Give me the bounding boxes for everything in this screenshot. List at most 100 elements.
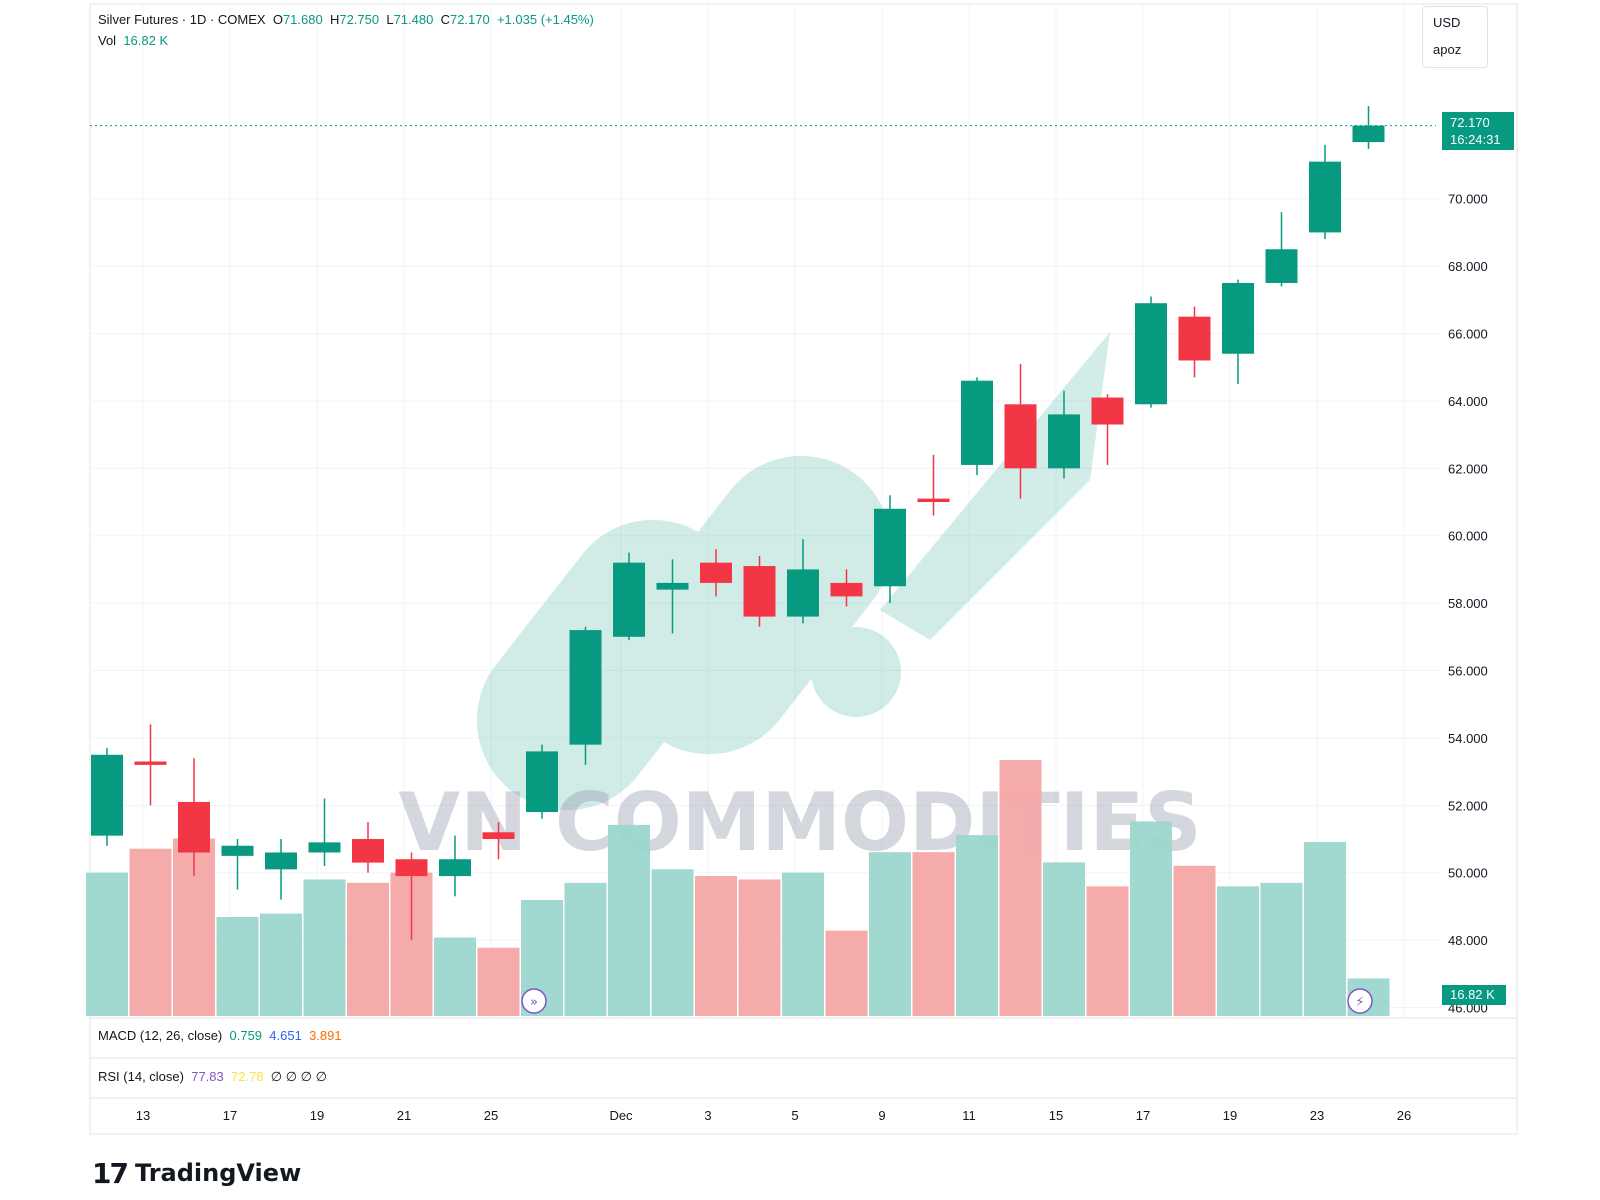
candle-body [1091, 397, 1124, 425]
candle-body [1048, 414, 1080, 469]
symbol-legend: Silver Futures · 1D · COMEX O71.680 H72.… [98, 12, 594, 27]
low-value: 71.480 [393, 12, 434, 27]
icon-glyph: ⚡ [1355, 995, 1364, 1010]
last-price: 72.170 [1450, 115, 1490, 130]
volume-tag: 16.82 K [1442, 985, 1506, 1005]
candle-body [308, 842, 341, 853]
x-axis-tick-label: 9 [878, 1108, 885, 1123]
x-axis-tick-label: 3 [704, 1108, 711, 1123]
scale-mode-label: apoz [1433, 42, 1462, 57]
open-value: 71.680 [282, 12, 323, 27]
rsi-legend[interactable]: RSI (14, close) 77.83 72.78 ∅ ∅ ∅ ∅ [98, 1069, 327, 1085]
x-axis-tick-label: 17 [223, 1108, 237, 1123]
x-axis-tick-label: 21 [397, 1108, 411, 1123]
change-value: +1.035 (+1.45%) [496, 12, 594, 27]
y-axis-tick-label: 70.000 [1448, 192, 1488, 207]
x-axis-tick-label: 19 [310, 1108, 324, 1123]
tradingview-logo[interactable]: 17 TradingView [92, 1156, 301, 1190]
open-label: O [272, 12, 283, 27]
candle-body [700, 562, 732, 583]
candle-body [1004, 404, 1037, 469]
volume-bar [1173, 865, 1216, 1016]
volume-bar [1130, 821, 1172, 1016]
volume-bar [695, 876, 737, 1016]
candle-body [134, 761, 167, 765]
y-axis-tick-label: 48.000 [1448, 933, 1488, 948]
y-axis-tick-label: 56.000 [1448, 664, 1488, 679]
candle-body [91, 754, 123, 836]
icon-glyph: » [530, 995, 538, 1010]
x-axis-tick-label: 5 [791, 1108, 798, 1123]
volume-bar [999, 760, 1042, 1016]
tradingview-wordmark: TradingView [134, 1159, 302, 1187]
candle-body [874, 508, 906, 587]
candle-body [656, 582, 689, 590]
close-label: C [440, 12, 450, 27]
macd-legend[interactable]: MACD (12, 26, close) 0.759 4.651 3.891 [98, 1028, 342, 1043]
macd-value-signal: 3.891 [309, 1028, 342, 1043]
volume-bar [129, 848, 172, 1016]
candle-body [830, 582, 863, 597]
candle-body [1135, 303, 1167, 405]
scroll-to-realtime-icon[interactable]: » [521, 988, 547, 1014]
candle-body [221, 845, 254, 856]
y-axis-tick-label: 58.000 [1448, 596, 1488, 611]
candle-body [178, 801, 210, 853]
close-value: 72.170 [449, 12, 490, 27]
volume-bar [477, 947, 520, 1016]
candle-body [569, 630, 602, 745]
rsi-value: 77.83 [191, 1069, 224, 1084]
watermark-shape [811, 627, 901, 717]
x-axis-tick-label: 13 [136, 1108, 150, 1123]
high-value: 72.750 [339, 12, 380, 27]
volume-bar [869, 852, 911, 1016]
currency-label: USD [1433, 15, 1461, 30]
volume-bar [1304, 841, 1346, 1016]
volume-bar [434, 937, 476, 1016]
x-axis-tick-label: 23 [1310, 1108, 1324, 1123]
candle-body [439, 859, 471, 877]
bar-countdown: 16:24:31 [1450, 132, 1501, 147]
lightning-icon[interactable]: ⚡ [1347, 988, 1373, 1014]
x-axis-tick-label: 15 [1049, 1108, 1063, 1123]
volume-bar [651, 869, 694, 1016]
volume-bar [1260, 882, 1303, 1016]
y-axis-tick-label: 60.000 [1448, 529, 1488, 544]
low-label: L [386, 12, 394, 27]
candle-body [1309, 161, 1341, 233]
candle-body [395, 859, 428, 877]
candle-body [917, 498, 950, 503]
volume-bar [912, 852, 955, 1016]
volume-bar [1043, 862, 1085, 1016]
candle-body [1178, 316, 1211, 361]
macd-value-macd: 4.651 [269, 1028, 302, 1043]
watermark-shape [476, 519, 744, 811]
rsi-ma-value: 72.78 [231, 1069, 264, 1084]
icon-circle [1347, 988, 1373, 1014]
volume-bar [825, 930, 868, 1016]
currency-selector[interactable]: USD apoz [1422, 6, 1488, 68]
volume-bar [1217, 886, 1259, 1016]
symbol-title: Silver Futures · 1D · COMEX [98, 12, 266, 27]
volume-bar [216, 917, 259, 1016]
candle-body [743, 566, 776, 617]
watermark-text: VN COMMODITIES [398, 776, 1201, 869]
macd-label: MACD (12, 26, close) [98, 1028, 223, 1043]
rsi-empty-values: ∅ ∅ ∅ ∅ [270, 1069, 327, 1084]
candle-body [265, 852, 297, 870]
y-axis-tick-label: 50.000 [1448, 866, 1488, 881]
x-axis-tick-label: 17 [1136, 1108, 1150, 1123]
x-axis-tick-label: 25 [484, 1108, 498, 1123]
volume-bar [608, 824, 650, 1016]
candle-body [482, 832, 515, 840]
candle-body [526, 751, 558, 813]
y-axis-tick-label: 52.000 [1448, 798, 1488, 813]
volume-bar [738, 879, 781, 1016]
high-label: H [329, 12, 340, 27]
watermark-arrow [880, 332, 1110, 640]
x-axis-tick-label: 11 [962, 1108, 976, 1123]
volume-bar [86, 872, 128, 1016]
volume-legend: Vol 16.82 K [98, 33, 168, 48]
macd-value-histogram: 0.759 [229, 1028, 263, 1043]
